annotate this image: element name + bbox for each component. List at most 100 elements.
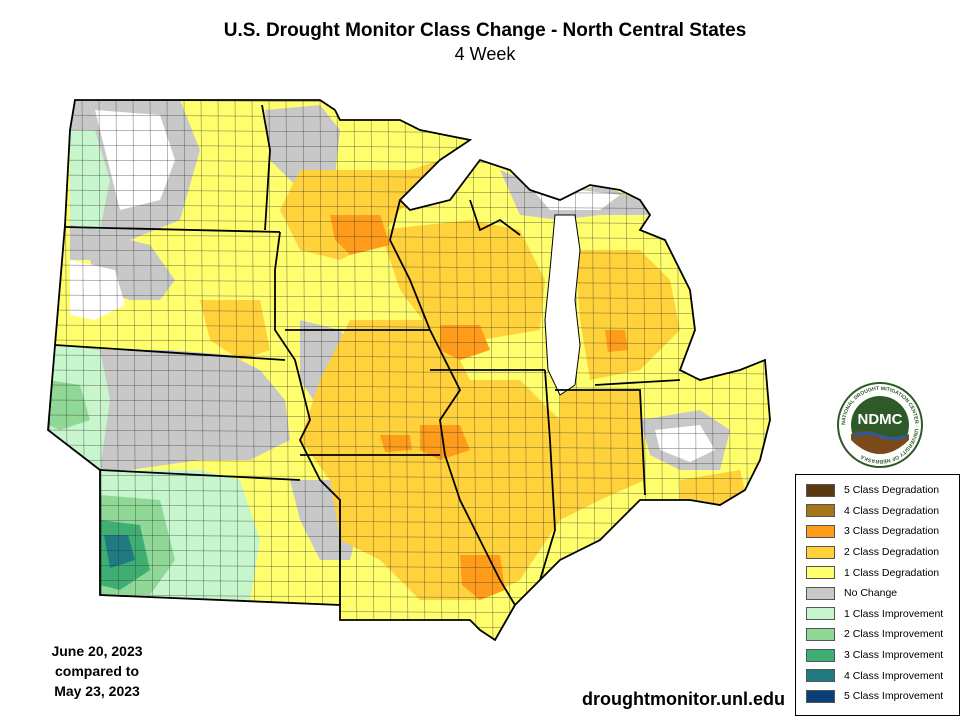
legend-label: 1 Class Degradation (844, 566, 940, 579)
area-no-change (48, 345, 290, 470)
legend-item: 1 Class Degradation (806, 562, 959, 583)
map-subtitle: 4 Week (454, 44, 516, 64)
area-3-class-degradation (440, 325, 490, 360)
map-title: U.S. Drought Monitor Class Change - Nort… (223, 20, 747, 41)
legend-label: 2 Class Improvement (844, 628, 944, 641)
county-line (285, 100, 290, 640)
border-ne-ks (99, 469, 301, 481)
area-3-class-degradation (420, 425, 470, 460)
legend-item: 4 Class Improvement (806, 665, 959, 686)
county-line (727, 100, 732, 640)
border-mi-oh (594, 379, 681, 386)
county-line (166, 100, 171, 640)
county-line (234, 100, 239, 640)
legend-label: 4 Class Improvement (844, 669, 944, 682)
legend-item: No Change (806, 583, 959, 604)
legend-item: 5 Class Degradation (806, 480, 959, 501)
legend-swatch (806, 566, 835, 580)
county-line (48, 459, 770, 465)
legend-label: 1 Class Improvement (844, 607, 944, 620)
county-line (693, 100, 698, 640)
source-url[interactable]: droughtmonitor.unl.edu (582, 689, 785, 709)
county-line (48, 324, 770, 330)
area-3-class-degradation (330, 215, 390, 255)
state-borders (47, 99, 771, 642)
county-line (200, 100, 205, 640)
county-line (48, 309, 770, 315)
area-2-class-degradation (560, 390, 645, 520)
logo-text: NDMC (858, 411, 903, 428)
legend-item: 5 Class Improvement (806, 686, 959, 707)
county-line (115, 100, 120, 640)
border-nd-sd (64, 226, 281, 233)
county-line (48, 264, 770, 270)
border-in-oh (555, 389, 646, 496)
county-line (48, 399, 770, 405)
border-west-ia-mo (274, 231, 341, 605)
legend-label: No Change (844, 587, 898, 600)
county-line (48, 369, 770, 375)
area-2-class-degradation (300, 320, 560, 600)
county-line (217, 100, 222, 640)
legend-swatch (806, 483, 835, 497)
area-no-change (265, 105, 340, 190)
county-line (48, 414, 770, 420)
county-line (319, 100, 324, 640)
area-2-class-improvement (48, 380, 90, 430)
area-1-class-improvement (70, 130, 110, 230)
lake-michigan (544, 214, 581, 396)
legend-swatch (806, 689, 835, 703)
county-line (48, 249, 770, 255)
border-mo-il (444, 454, 516, 606)
drought-change-areas (48, 100, 770, 640)
legend-swatch (806, 669, 835, 683)
area-no-data (95, 110, 175, 210)
area-no-data (655, 425, 715, 462)
legend-item: 2 Class Improvement (806, 624, 959, 645)
area-2-class-degradation (200, 300, 270, 360)
county-line (370, 100, 375, 640)
border-sd-ne (54, 344, 286, 361)
legend-label: 3 Class Degradation (844, 525, 940, 538)
legend-label: 3 Class Improvement (844, 649, 944, 662)
legend-item: 2 Class Degradation (806, 542, 959, 563)
county-line (268, 100, 273, 640)
previous-date: May 23, 2023 (54, 683, 140, 699)
compared-to-label: compared to (54, 663, 139, 679)
legend-swatch (806, 545, 835, 559)
border-mn-wi-ia-il (389, 199, 462, 456)
area-2-class-degradation (575, 250, 680, 380)
legend-item: 4 Class Degradation (806, 501, 959, 522)
county-line (48, 474, 770, 480)
county-line (48, 489, 770, 495)
current-date: June 20, 2023 (51, 643, 143, 659)
border-il-in (539, 369, 556, 581)
logo-soil (851, 431, 909, 454)
county-line (48, 234, 770, 240)
legend-label: 5 Class Degradation (844, 484, 940, 497)
area-3-class-degradation (380, 435, 412, 452)
county-line (353, 100, 358, 640)
legend-item: 3 Class Improvement (806, 645, 959, 666)
county-line (302, 100, 307, 640)
county-line (149, 100, 154, 640)
legend-swatch (806, 648, 835, 662)
county-line (183, 100, 188, 640)
legend-swatch (806, 607, 835, 621)
county-line (48, 429, 770, 435)
legend-swatch (806, 586, 835, 600)
area-3-class-degradation (605, 330, 628, 352)
county-line (48, 100, 52, 640)
date-comparison: June 20, 2023 compared to May 23, 2023 (22, 641, 172, 701)
county-line (48, 354, 770, 360)
area-no-data (70, 260, 125, 320)
county-line (48, 339, 770, 345)
county-line (710, 100, 715, 640)
legend-swatch (806, 627, 835, 641)
county-line (132, 100, 137, 640)
county-line (48, 384, 770, 390)
legend-swatch (806, 524, 835, 538)
legend-label: 2 Class Degradation (844, 546, 940, 559)
county-line (48, 624, 770, 630)
